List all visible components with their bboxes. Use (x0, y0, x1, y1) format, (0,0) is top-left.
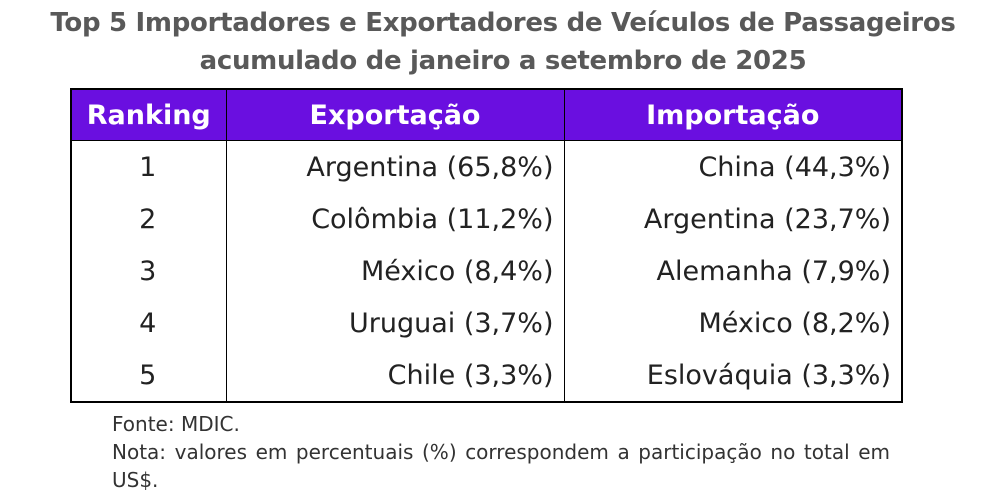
table-row: 1 Argentina (65,8%) China (44,3%) (71, 140, 902, 193)
table-row: 3 México (8,4%) Alemanha (7,9%) (71, 245, 902, 297)
table-row: 4 Uruguai (3,7%) México (8,2%) (71, 297, 902, 349)
export-cell: Colômbia (11,2%) (226, 193, 565, 245)
export-cell: Chile (3,3%) (226, 349, 565, 402)
rank-cell: 2 (71, 193, 227, 245)
export-cell: México (8,4%) (226, 245, 565, 297)
table-header-row: Ranking Exportação Importação (71, 89, 902, 141)
table-row: 5 Chile (3,3%) Eslováquia (3,3%) (71, 349, 902, 402)
import-cell: México (8,2%) (698, 307, 891, 339)
rank-cell: 3 (71, 245, 227, 297)
export-cell: Uruguai (3,7%) (226, 297, 565, 349)
rank-cell: 5 (71, 349, 227, 402)
page-subtitle: acumulado de janeiro a setembro de 2025 (199, 46, 807, 76)
footnotes: Fonte: MDIC. Nota: valores em percentuai… (112, 410, 890, 494)
source-note: Fonte: MDIC. (112, 412, 240, 436)
import-cell: Alemanha (7,9%) (656, 255, 891, 287)
rank-cell: 1 (71, 140, 227, 193)
import-cell: China (44,3%) (698, 151, 891, 183)
table-row: 2 Colômbia (11,2%) Argentina (23,7%) (71, 193, 902, 245)
page-title: Top 5 Importadores e Exportadores de Veí… (50, 8, 956, 38)
header-importacao: Importação (564, 89, 902, 141)
export-cell: Argentina (65,8%) (226, 140, 565, 193)
rank-cell: 4 (71, 297, 227, 349)
header-exportacao: Exportação (226, 89, 565, 141)
header-ranking: Ranking (71, 89, 227, 141)
ranking-table: Ranking Exportação Importação 1 Argentin… (70, 88, 903, 403)
import-cell: Eslováquia (3,3%) (646, 359, 891, 391)
import-cell: Argentina (23,7%) (643, 203, 891, 235)
note-text: Nota: valores em percentuais (%) corresp… (112, 440, 890, 492)
